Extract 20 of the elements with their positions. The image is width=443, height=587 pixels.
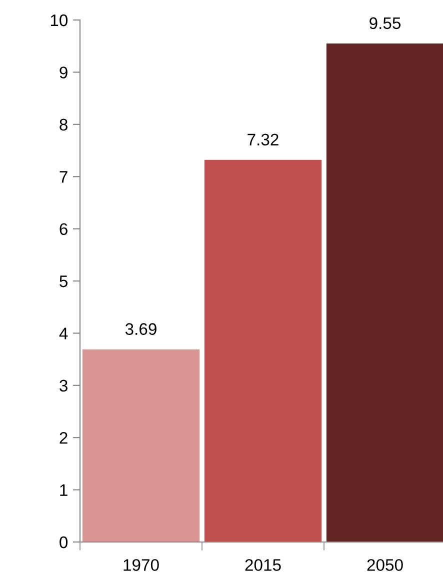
- bar: [82, 349, 200, 542]
- y-tick-label: 8: [60, 118, 68, 131]
- y-tick-label: 0: [60, 536, 68, 548]
- data-label: 9.55: [370, 17, 401, 30]
- bar: [204, 160, 322, 542]
- x-tick-label: 2015: [245, 559, 281, 571]
- x-tick-label: 2050: [367, 559, 403, 571]
- y-tick-label: 10: [50, 14, 68, 26]
- data-label: 3.69: [125, 323, 156, 335]
- y-tick-label: 4: [59, 328, 68, 340]
- y-tick-label: 2: [60, 432, 68, 444]
- x-tick-label: 1970: [124, 559, 159, 571]
- y-tick-label: 1: [60, 484, 68, 496]
- y-tick-label: 5: [60, 276, 68, 288]
- y-tick-label: 3: [60, 380, 68, 392]
- y-tick-label: 6: [60, 223, 68, 236]
- y-tick-label: 7: [60, 171, 68, 183]
- y-tick-label: 9: [60, 66, 68, 78]
- data-label: 7.32: [248, 134, 278, 146]
- bar: [326, 43, 443, 542]
